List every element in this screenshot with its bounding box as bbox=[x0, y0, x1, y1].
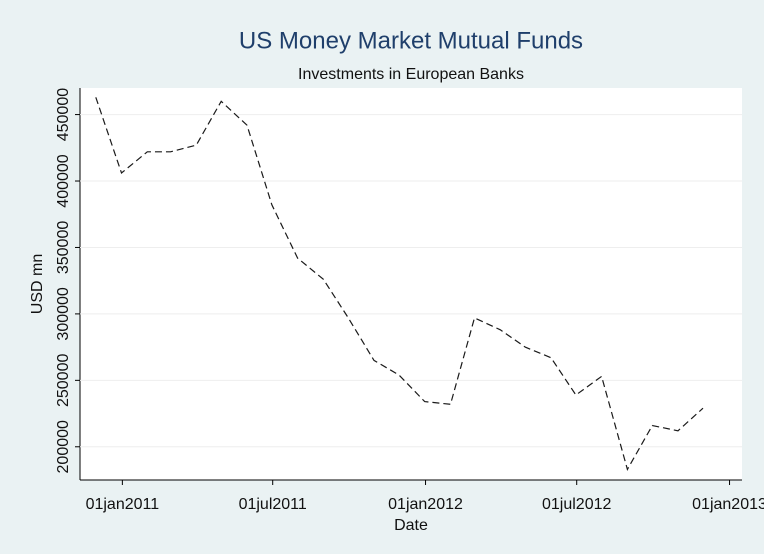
chart-title: US Money Market Mutual Funds bbox=[239, 27, 583, 54]
x-tick-label: 01jan2012 bbox=[388, 496, 463, 513]
x-tick-label: 01jul2011 bbox=[239, 496, 307, 513]
plot-area bbox=[80, 88, 742, 480]
y-tick-label: 200000 bbox=[55, 420, 72, 473]
x-tick-label: 01jan2013 bbox=[692, 496, 764, 513]
y-tick-label: 300000 bbox=[55, 287, 72, 340]
x-tick-label: 01jan2011 bbox=[86, 496, 160, 513]
x-tick-label: 01jul2012 bbox=[542, 496, 612, 513]
y-axis-label: USD mn bbox=[29, 254, 46, 314]
y-tick-label: 400000 bbox=[55, 154, 72, 207]
y-tick-label: 350000 bbox=[55, 221, 72, 274]
y-tick-label: 250000 bbox=[55, 354, 72, 407]
y-tick-label: 450000 bbox=[55, 88, 72, 141]
x-axis-label: Date bbox=[394, 517, 428, 534]
chart-subtitle: Investments in European Banks bbox=[298, 66, 524, 83]
